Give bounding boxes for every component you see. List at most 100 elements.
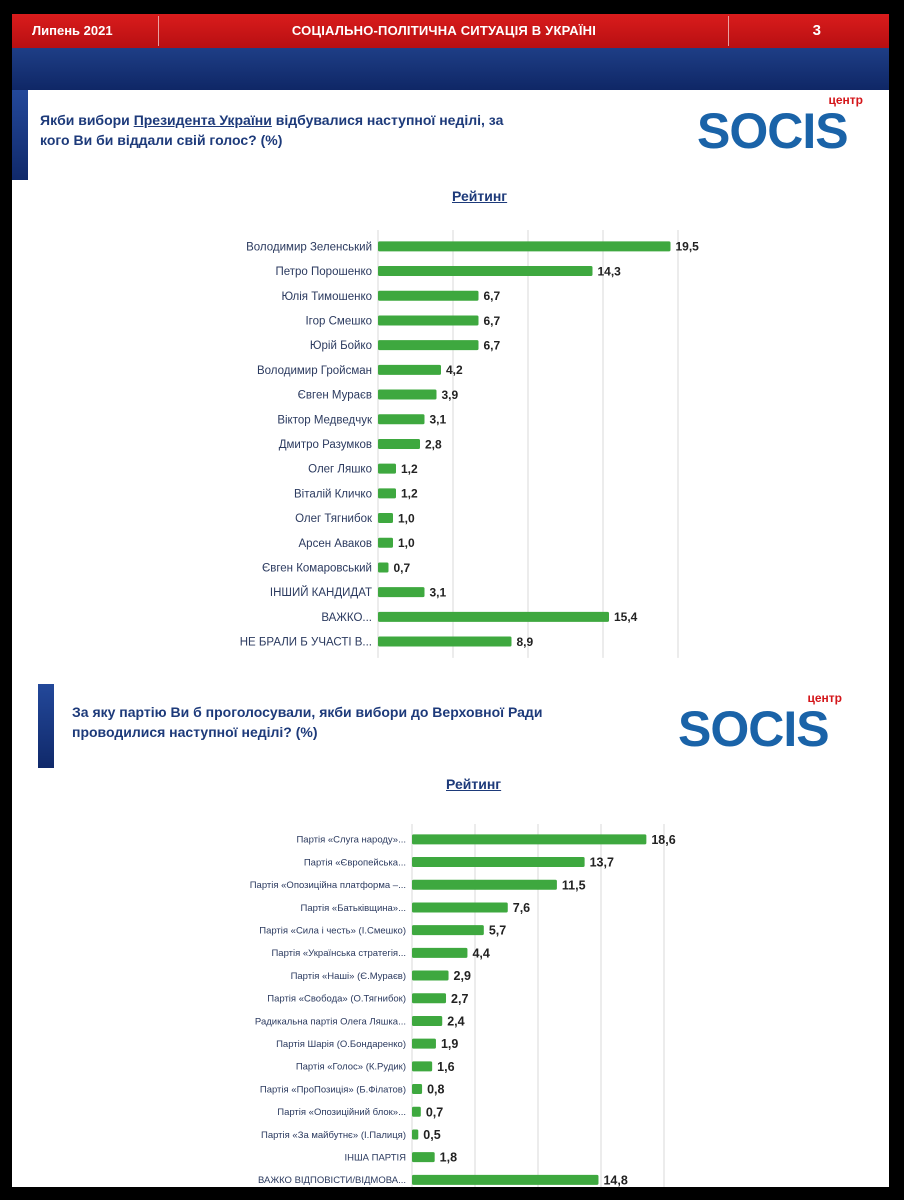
value-label: 2,8 xyxy=(425,437,442,451)
bar xyxy=(412,1015,443,1026)
bar xyxy=(412,993,447,1004)
bar xyxy=(412,1038,436,1049)
value-label: 2,4 xyxy=(447,1014,464,1028)
value-label: 1,0 xyxy=(398,511,415,525)
category-label: Партія Шарія (О.Бондаренко) xyxy=(276,1039,406,1050)
value-label: 19,5 xyxy=(676,240,700,254)
value-label: 2,7 xyxy=(451,992,468,1006)
bar xyxy=(412,1174,599,1185)
category-label: Євген Мураєв xyxy=(298,390,372,402)
page-number: 3 xyxy=(812,22,821,39)
value-label: 0,7 xyxy=(394,561,411,575)
value-label: 5,7 xyxy=(489,924,506,938)
bar xyxy=(378,438,420,449)
category-label: Олег Ляшко xyxy=(308,464,372,476)
value-label: 18,6 xyxy=(651,833,675,847)
value-label: 4,4 xyxy=(472,946,489,960)
logo-brand-text: SOCIS xyxy=(678,701,829,750)
category-label: Петро Порошенко xyxy=(275,266,372,278)
header-separator xyxy=(158,16,159,46)
bar xyxy=(378,611,609,622)
category-label: Партія «Опозиційна платформа –... xyxy=(250,880,406,891)
category-label: Партія «Свобода» (О.Тягнибок) xyxy=(267,994,406,1005)
socis-logo: центр SOCIS xyxy=(697,93,863,152)
category-label: Олег Тягнибок xyxy=(295,513,373,525)
category-label: Партія «Слуга народу»... xyxy=(296,835,406,846)
category-label: Арсен Аваков xyxy=(299,538,372,550)
report-date: Липень 2021 xyxy=(32,23,113,38)
bar xyxy=(378,636,512,647)
bar xyxy=(378,488,396,499)
value-label: 0,8 xyxy=(427,1083,444,1097)
value-label: 13,7 xyxy=(590,856,614,870)
value-label: 3,1 xyxy=(430,413,447,427)
value-label: 0,7 xyxy=(426,1105,443,1119)
category-label: Партія «За майбутнє» (І.Палиця) xyxy=(261,1130,406,1141)
section1-question: Якби вибори Президента України відбували… xyxy=(40,112,504,148)
category-label: Партія «Сила і честь» (І.Смешко) xyxy=(259,925,406,936)
blue-band xyxy=(12,48,889,90)
category-label: Партія «Наші» (Є.Мураєв) xyxy=(291,971,406,982)
bar xyxy=(378,290,479,301)
section2-accent xyxy=(38,684,54,768)
logo-brand-text: SOCIS xyxy=(697,103,848,152)
top-header-bar: Липень 2021 СОЦІАЛЬНО-ПОЛІТИЧНА СИТУАЦІЯ… xyxy=(12,14,889,48)
bar xyxy=(412,1129,419,1140)
category-label: Партія «Європейська... xyxy=(304,857,406,868)
section2-rating-label: Рейтинг xyxy=(446,776,502,792)
category-label: Юрій Бойко xyxy=(310,340,372,352)
bar xyxy=(412,1106,421,1117)
value-label: 1,2 xyxy=(401,487,418,501)
bar xyxy=(378,513,393,524)
bar xyxy=(378,364,441,375)
report-title: СОЦІАЛЬНО-ПОЛІТИЧНА СИТУАЦІЯ В УКРАЇНІ xyxy=(291,23,597,38)
value-label: 3,9 xyxy=(442,388,459,402)
value-label: 8,9 xyxy=(517,635,534,649)
section1-rating-label: Рейтинг xyxy=(452,188,508,204)
value-label: 7,6 xyxy=(513,901,530,915)
bar xyxy=(378,587,425,598)
president-rating-chart: Володимир Зеленський 19,5 Петро Порошенко 1… xyxy=(240,230,700,658)
value-label: 14,3 xyxy=(598,264,622,278)
category-label: Володимир Зеленський xyxy=(246,241,372,253)
category-label: Євген Комаровський xyxy=(262,562,372,574)
bar xyxy=(378,463,396,474)
value-label: 1,2 xyxy=(401,462,418,476)
bar xyxy=(412,947,468,958)
bar xyxy=(412,834,647,845)
bar xyxy=(412,857,585,868)
bar xyxy=(412,925,484,936)
bar xyxy=(378,266,593,277)
category-label: Партія «Голос» (К.Рудик) xyxy=(296,1062,406,1073)
bar xyxy=(378,241,671,252)
header-separator xyxy=(728,16,729,46)
value-label: 1,9 xyxy=(441,1037,458,1051)
category-label: Юлія Тимошенко xyxy=(281,291,372,303)
value-label: 6,7 xyxy=(484,338,501,352)
value-label: 4,2 xyxy=(446,363,463,377)
value-label: 3,1 xyxy=(430,585,447,599)
bar xyxy=(378,562,389,573)
value-label: 0,5 xyxy=(423,1128,440,1142)
category-label: ВАЖКО... xyxy=(321,612,372,624)
category-label: Ігор Смешко xyxy=(305,315,372,327)
bar xyxy=(412,1084,423,1095)
bar xyxy=(412,902,508,913)
logo-small-text: центр xyxy=(828,93,863,107)
value-label: 1,6 xyxy=(437,1060,454,1074)
category-label: ІНШИЙ КАНДИДАТ xyxy=(270,586,372,599)
category-label: Віктор Медведчук xyxy=(277,414,373,426)
section2-question: За яку партію Ви б проголосували, якби в… xyxy=(72,704,543,740)
value-label: 1,0 xyxy=(398,536,415,550)
category-label: Партія «Батьківщина»... xyxy=(301,903,407,914)
value-label: 14,8 xyxy=(603,1173,627,1187)
bar xyxy=(412,970,449,981)
section1-accent xyxy=(12,90,28,180)
category-label: ВАЖКО ВІДПОВІСТИ/ВІДМОВА... xyxy=(258,1175,406,1186)
logo-small-text: центр xyxy=(807,691,842,705)
bar xyxy=(378,315,479,326)
bar xyxy=(412,1152,435,1163)
bar xyxy=(378,389,437,400)
value-label: 15,4 xyxy=(614,610,638,624)
value-label: 1,8 xyxy=(440,1151,457,1165)
